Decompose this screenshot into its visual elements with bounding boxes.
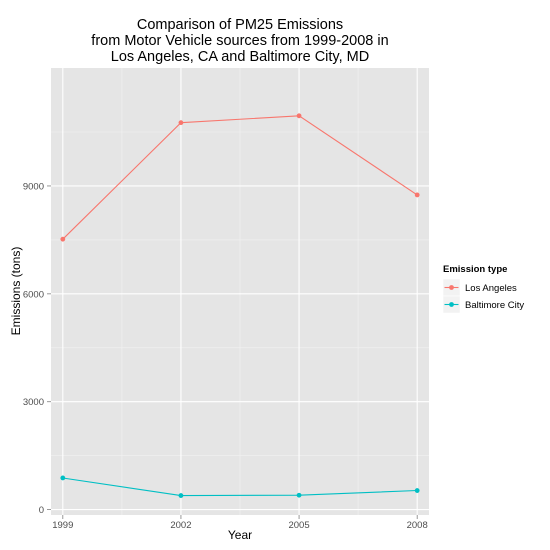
data-point-baltimore-city bbox=[296, 492, 302, 498]
legend-key-point-baltimore-city bbox=[449, 302, 454, 307]
x-tick-label: 1999 bbox=[52, 520, 73, 531]
legend: Emission type Los Angeles Baltimore City bbox=[442, 264, 524, 314]
y-tick-label: 0 bbox=[39, 505, 44, 516]
data-point-los-angeles bbox=[178, 120, 184, 126]
chart-title-line-2: from Motor Vehicle sources from 1999-200… bbox=[91, 33, 388, 49]
data-point-los-angeles bbox=[414, 192, 420, 198]
chart-title-line-3: Los Angeles, CA and Baltimore City, MD bbox=[111, 49, 369, 65]
x-tick-label: 2002 bbox=[170, 520, 191, 531]
data-point-baltimore-city bbox=[414, 488, 420, 493]
y-axis-title: Emissions (tons) bbox=[9, 247, 23, 336]
major-gridlines bbox=[51, 68, 429, 515]
data-point-baltimore-city bbox=[178, 493, 184, 498]
chart-title: Comparison of PM25 Emissions from Motor … bbox=[91, 17, 388, 65]
x-tick-label: 2005 bbox=[288, 520, 309, 531]
y-tick-label: 9000 bbox=[23, 181, 44, 192]
y-tick-label: 6000 bbox=[23, 289, 44, 300]
legend-item-los-angeles: Los Angeles bbox=[442, 278, 517, 297]
x-axis-title: Year bbox=[228, 528, 252, 542]
legend-label-baltimore-city: Baltimore City bbox=[465, 300, 524, 311]
data-point-los-angeles bbox=[60, 236, 66, 242]
y-tick-label: 3000 bbox=[23, 397, 44, 408]
data-point-los-angeles bbox=[296, 113, 302, 119]
series-layer bbox=[60, 113, 420, 498]
legend-item-baltimore-city: Baltimore City bbox=[442, 295, 524, 314]
series-line-baltimore-city bbox=[62, 477, 418, 497]
minor-gridlines bbox=[51, 68, 429, 515]
chart-title-line-1: Comparison of PM25 Emissions bbox=[137, 17, 343, 33]
axis-ticks: 0 3000 6000 9000 1999 2002 2005 2008 bbox=[23, 181, 428, 531]
data-point-baltimore-city bbox=[60, 475, 66, 481]
legend-label-los-angeles: Los Angeles bbox=[465, 283, 517, 294]
legend-key-point-los-angeles bbox=[449, 285, 454, 290]
x-tick-label: 2008 bbox=[407, 520, 428, 531]
legend-title: Emission type bbox=[443, 264, 507, 275]
legend-items: Los Angeles Baltimore City bbox=[442, 278, 524, 314]
series-line-los-angeles bbox=[62, 115, 418, 240]
